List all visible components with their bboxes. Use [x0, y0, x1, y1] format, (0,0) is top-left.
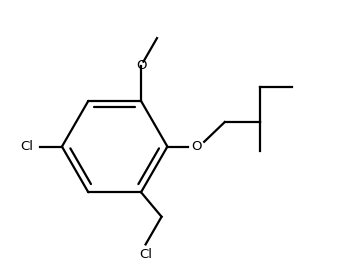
Text: Cl: Cl: [139, 248, 152, 261]
Text: O: O: [191, 140, 201, 153]
Text: Cl: Cl: [20, 140, 33, 153]
Text: O: O: [136, 59, 146, 72]
